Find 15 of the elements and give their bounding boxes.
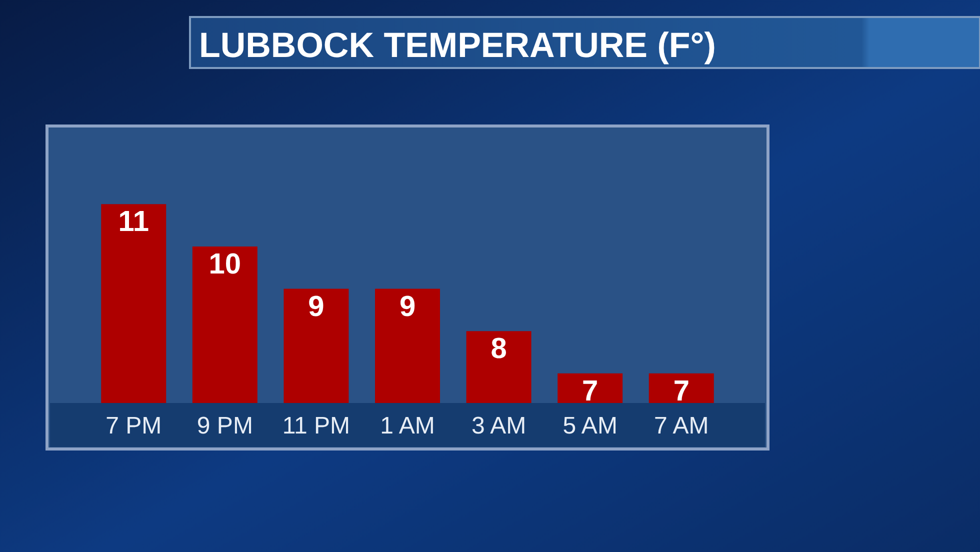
x-tick-label: 7 PM bbox=[106, 412, 162, 440]
x-tick-label: 5 AM bbox=[562, 412, 618, 440]
x-tick-label: 1 AM bbox=[380, 412, 435, 440]
x-tick-label: 11 PM bbox=[282, 412, 350, 440]
data-label: 8 bbox=[490, 333, 507, 366]
x-tick-label: 9 PM bbox=[196, 412, 253, 440]
x-tick-label: 3 AM bbox=[471, 412, 526, 440]
data-label: 9 bbox=[308, 290, 324, 323]
data-label: 9 bbox=[399, 290, 416, 323]
x-tick-label: 7 AM bbox=[654, 412, 709, 440]
data-label: 7 bbox=[582, 375, 598, 408]
data-label: 7 bbox=[673, 375, 690, 408]
data-label: 11 bbox=[118, 206, 149, 238]
data-label: 10 bbox=[208, 248, 242, 280]
chart-title: LUBBOCK TEMPERATURE (F°) bbox=[199, 26, 716, 65]
